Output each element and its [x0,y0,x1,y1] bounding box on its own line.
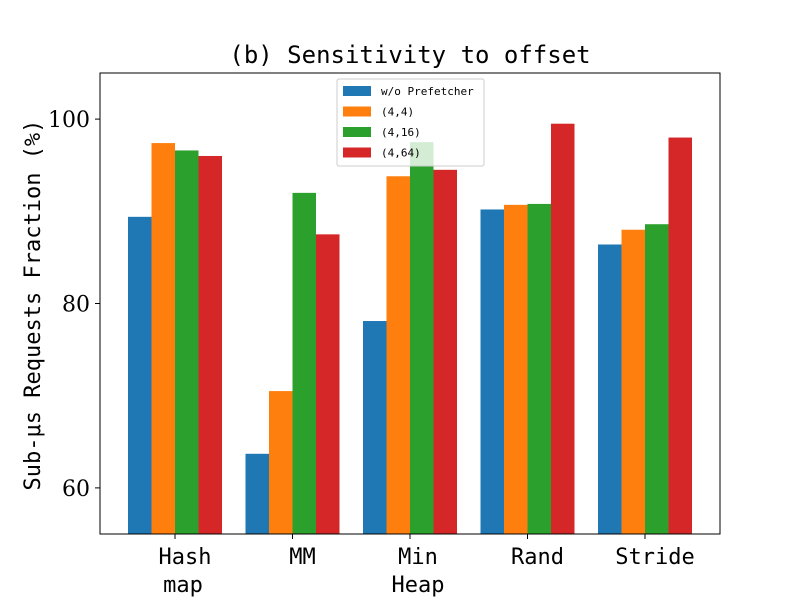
bar-0-1 [245,453,269,534]
bar-0-3 [480,209,504,534]
legend-swatch-1 [343,106,371,117]
x-tick-label-0-0: Hash [159,545,212,570]
legend-label-2: (4,16) [381,126,421,139]
plot-frame [99,72,721,535]
legend-label-0: w/o Prefetcher [381,85,474,98]
bar-1-1 [269,391,293,534]
bar-3-3 [551,123,575,535]
x-tick-label-2-1: Heap [392,573,445,598]
legend-swatch-0 [343,86,371,96]
legend-label-3: (4,64) [381,147,421,160]
y-axis-ticks: 60 80 100 [48,108,100,502]
bar-1-2 [386,176,410,534]
y-tick-label-2: 100 [48,108,90,133]
legend-box [336,78,485,167]
x-tick-label-4-0: Stride [615,545,694,570]
x-tick-label-0-1: map [163,573,203,598]
bar-1-3 [504,204,528,534]
bar-2-3 [527,203,551,535]
bar-0-2 [363,321,387,534]
bar-1-0 [151,143,175,534]
chart-title: (b) Sensitivity to offset [229,41,590,69]
bar-3-0 [198,155,222,535]
x-tick-label-2-0: Min [398,545,438,570]
legend-swatch-2 [343,127,371,137]
bar-2-2 [410,142,434,534]
bar-2-0 [175,150,199,534]
bar-2-1 [292,192,316,535]
bar-0-0 [128,216,152,534]
y-axis-label: Sub-μs Requests Fraction (%) [21,120,46,491]
bar-3-2 [433,169,457,534]
bar-3-1 [316,234,340,534]
legend-swatch-3 [343,147,371,158]
y-tick-label-0: 60 [62,477,90,502]
x-axis-ticks: Hash map MM Min Heap Rand Stride [159,534,695,598]
bar-0-4 [598,244,622,535]
x-tick-label-3-0: Rand [511,545,564,570]
bars [128,123,692,535]
bar-2-4 [645,224,669,534]
x-tick-label-1-0: MM [289,545,316,570]
y-tick-label-1: 80 [62,293,90,318]
bar-1-4 [621,229,645,535]
legend-label-1: (4,4) [381,106,414,119]
legend: w/o Prefetcher (4,4) (4,16) (4,64) [336,78,485,167]
bar-3-4 [668,137,692,535]
